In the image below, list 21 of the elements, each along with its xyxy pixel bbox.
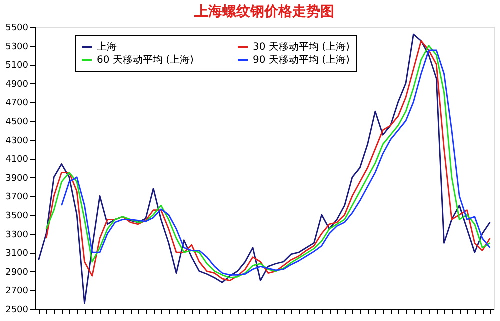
y-tick-label: 5300	[6, 42, 29, 52]
y-tick-label: 2700	[6, 286, 29, 297]
legend-label: 30 天移动平均 (上海)	[253, 41, 350, 53]
y-tick-label: 4900	[6, 80, 29, 90]
y-tick-label: 4700	[6, 98, 29, 109]
y-tick-label: 4500	[6, 118, 29, 128]
legend-label: 60 天移动平均 (上海)	[97, 54, 194, 66]
legend-label: 上海	[97, 41, 117, 53]
y-tick-label: 2900	[6, 268, 29, 278]
legend-label: 90 天移动平均 (上海)	[253, 54, 350, 66]
y-tick-label: 5100	[6, 61, 29, 72]
y-tick-label: 3300	[6, 230, 29, 240]
y-tick-label: 3700	[6, 192, 29, 203]
y-tick-label: 4300	[6, 136, 29, 146]
y-tick-label: 3100	[6, 249, 29, 260]
y-tick-label: 5500	[6, 24, 29, 34]
y-tick-label: 4100	[6, 155, 29, 166]
y-tick-label: 3500	[6, 212, 29, 222]
chart-title: 上海螺纹钢价格走势图	[194, 4, 334, 20]
y-tick-label: 3900	[6, 174, 29, 184]
y-tick-label: 2500	[6, 306, 29, 316]
